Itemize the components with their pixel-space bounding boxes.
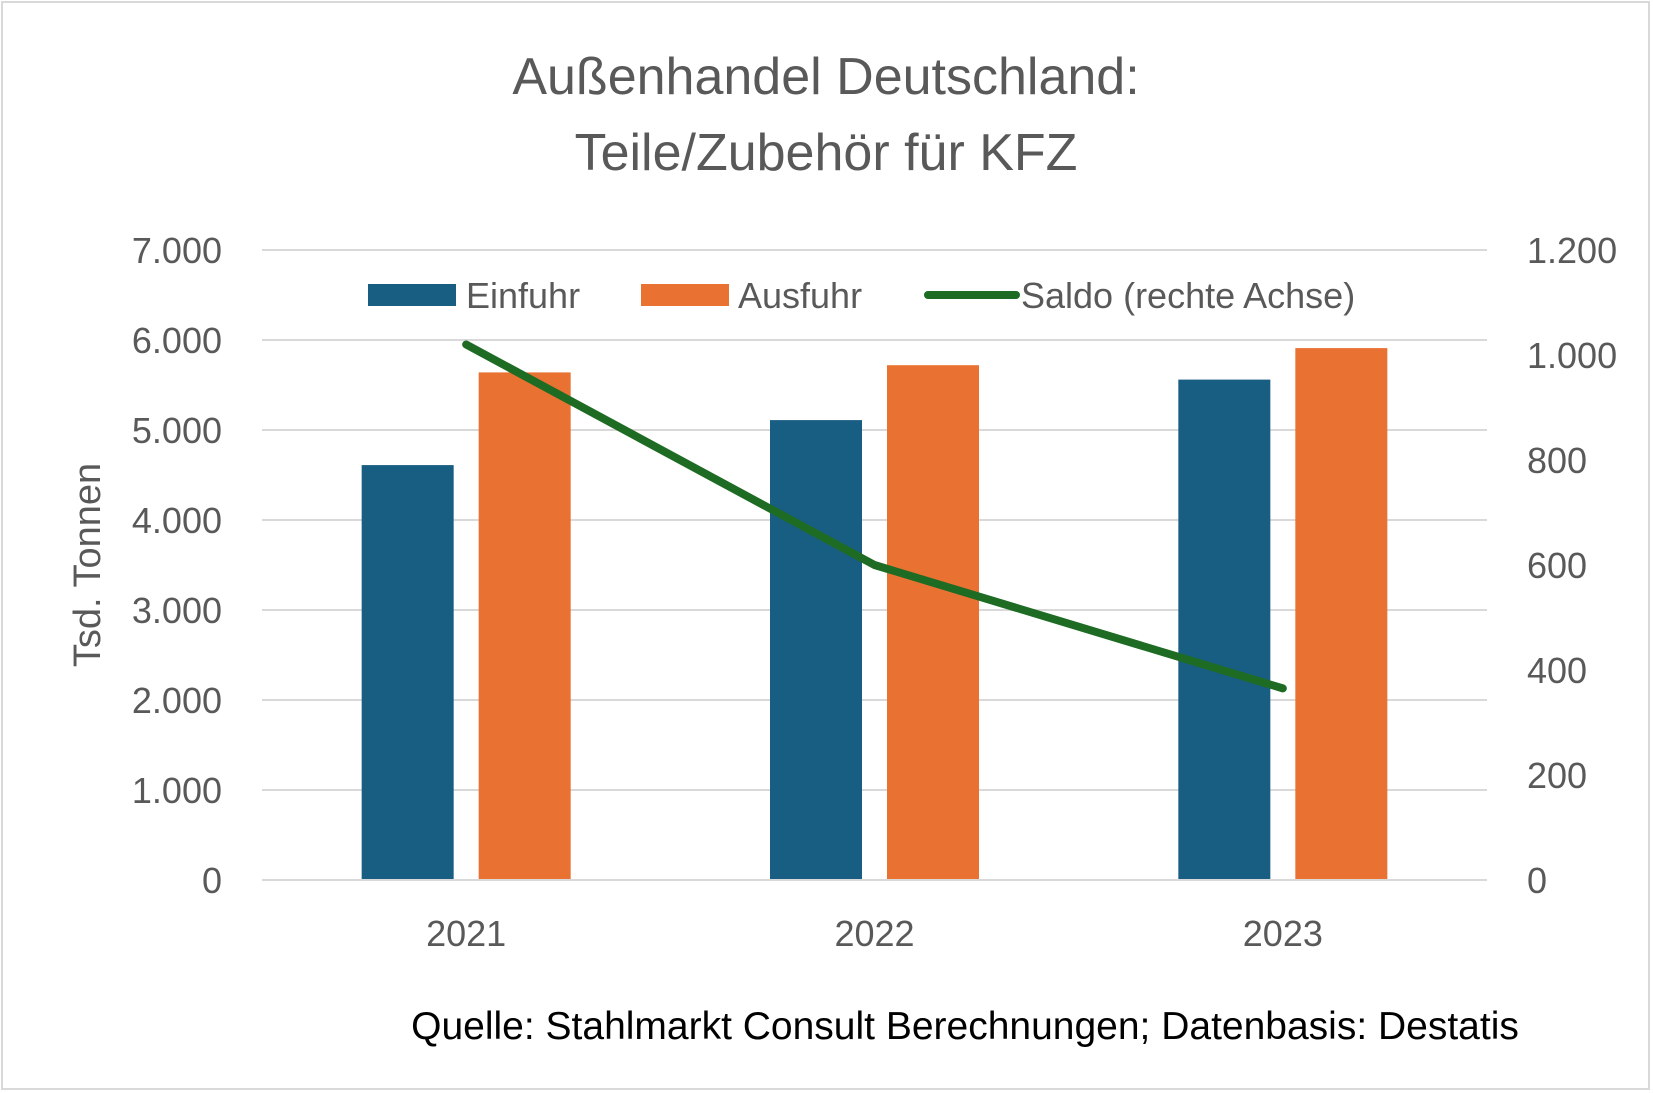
y-tick-label: 5.000 xyxy=(132,410,222,451)
source-note: Quelle: Stahlmarkt Consult Berechnungen;… xyxy=(411,1005,1519,1048)
legend-label: Saldo (rechte Achse) xyxy=(1021,275,1355,316)
y-tick-label: 2.000 xyxy=(132,680,222,721)
bar-einfuhr-2022 xyxy=(770,420,862,880)
chart-title: Außenhandel Deutschland: Teile/Zubehör f… xyxy=(512,48,1139,182)
y2-tick-label: 1.000 xyxy=(1527,335,1617,376)
x-axis: 2021 2022 2023 xyxy=(262,879,1487,954)
line-saldo xyxy=(462,340,1287,693)
y2-tick-label: 1.200 xyxy=(1527,230,1617,271)
legend-label: Einfuhr xyxy=(466,275,580,316)
bar-ausfuhr-2021 xyxy=(478,372,571,880)
y-axis-right: 0 200 400 600 800 1.000 1.200 xyxy=(1527,230,1617,901)
y2-tick-label: 0 xyxy=(1527,860,1547,901)
x-tick-label: 2022 xyxy=(834,913,914,954)
chart-title-line-1: Außenhandel Deutschland: xyxy=(512,48,1139,106)
y-axis-label: Tsd. Tonnen xyxy=(67,463,109,667)
y-tick-label: 7.000 xyxy=(132,230,222,271)
legend-label: Ausfuhr xyxy=(738,275,862,316)
y-axis-left: 0 1.000 2.000 3.000 4.000 5.000 6.000 7.000 xyxy=(132,230,222,901)
legend-swatch-ausfuhr xyxy=(641,284,729,306)
y2-tick-label: 800 xyxy=(1527,440,1587,481)
y-tick-label: 3.000 xyxy=(132,590,222,631)
y2-tick-label: 600 xyxy=(1527,545,1587,586)
y2-tick-label: 400 xyxy=(1527,650,1587,691)
bar-ausfuhr-2022 xyxy=(887,365,979,880)
y-tick-label: 4.000 xyxy=(132,500,222,541)
legend-swatch-einfuhr xyxy=(368,284,456,306)
bar-einfuhr-2021 xyxy=(361,465,454,880)
y-tick-label: 0 xyxy=(202,860,222,901)
y-tick-label: 1.000 xyxy=(132,770,222,811)
y2-tick-label: 200 xyxy=(1527,755,1587,796)
legend: Einfuhr Ausfuhr Saldo (rechte Achse) xyxy=(368,275,1355,316)
x-tick-label: 2023 xyxy=(1243,913,1323,954)
saldo-line-group xyxy=(462,340,1287,693)
x-tick-label: 2021 xyxy=(426,913,506,954)
bar-ausfuhr-2023 xyxy=(1295,348,1388,881)
chart-title-line-2: Teile/Zubehör für KFZ xyxy=(575,124,1078,182)
y-tick-label: 6.000 xyxy=(132,320,222,361)
bar-einfuhr-2023 xyxy=(1178,379,1271,880)
bars xyxy=(361,348,1388,881)
